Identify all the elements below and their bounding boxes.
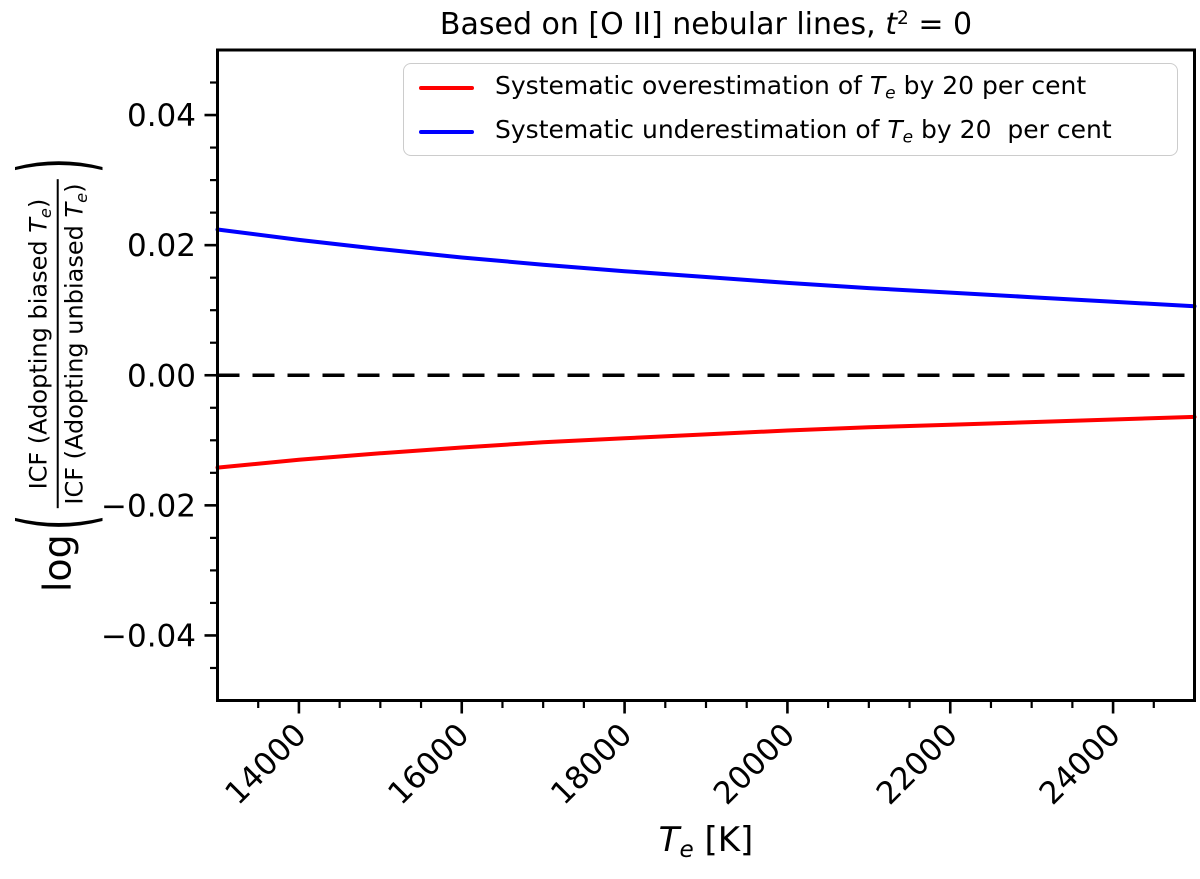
x-tick-label: 14000 xyxy=(218,717,313,812)
y-label-denominator: ICF (Adopting unbiased Te) xyxy=(59,179,92,508)
y-label-den-sub: e xyxy=(72,192,92,203)
series-line-red xyxy=(215,414,1197,470)
x-label-post: [K] xyxy=(693,820,754,860)
y-label-numerator: ICF (Adopting biased Te) xyxy=(24,195,57,494)
y-tick-label: 0.00 xyxy=(127,358,196,394)
y-axis-label: log ( ICF (Adopting biased Te) ICF (Adop… xyxy=(2,158,115,593)
y-tick-label: −0.04 xyxy=(101,618,196,654)
y-label-fraction: ICF (Adopting biased Te) ICF (Adopting u… xyxy=(24,179,93,509)
legend-label-sub: e xyxy=(902,127,914,148)
x-tick-label: 16000 xyxy=(381,717,476,812)
x-label-var: T xyxy=(658,820,680,860)
x-tick-label: 18000 xyxy=(544,717,639,812)
x-label-sub: e xyxy=(679,836,694,863)
y-tick-label: 0.04 xyxy=(127,98,196,134)
legend-label: Systematic overestimation of Te by 20 pe… xyxy=(495,71,1086,103)
chart-title-post: = 0 xyxy=(908,7,973,42)
y-label-open-paren: ( xyxy=(1,514,115,531)
legend-item: Systematic overestimation of Te by 20 pe… xyxy=(419,66,1177,110)
y-label-num-post: ) xyxy=(24,198,53,209)
y-tick-label: −0.02 xyxy=(101,488,196,524)
legend-label-sub: e xyxy=(885,83,896,104)
y-label-den-post: ) xyxy=(61,183,89,193)
x-tick-label: 24000 xyxy=(1033,717,1128,812)
legend-label-var: T xyxy=(869,71,886,101)
y-label-den-var: T xyxy=(61,202,89,218)
chart-title-sup: 2 xyxy=(896,7,909,29)
x-axis-label: Te [K] xyxy=(217,820,1195,863)
series-line-blue xyxy=(215,227,1197,309)
y-label-den-text: ICF (Adopting unbiased xyxy=(61,217,89,505)
legend-label-text: Systematic overestimation of xyxy=(495,71,870,101)
legend-line-red xyxy=(419,85,474,90)
legend-label-text: Systematic underestimation of xyxy=(495,115,888,145)
y-label-num-text: ICF (Adopting biased xyxy=(24,232,53,490)
chart-title-text: Based on [O II] nebular lines, xyxy=(439,7,886,42)
legend-line-blue xyxy=(419,129,474,134)
legend-label-var: T xyxy=(887,115,903,145)
legend-label-post: by 20 per cent xyxy=(913,115,1112,145)
y-tick-label: 0.02 xyxy=(127,228,196,264)
legend-item: Systematic underestimation of Te by 20 p… xyxy=(419,110,1177,154)
chart-title: Based on [O II] nebular lines, t2 = 0 xyxy=(217,7,1195,43)
x-tick-label: 22000 xyxy=(870,717,965,812)
y-label-num-var: T xyxy=(24,218,53,233)
x-tick-label: 20000 xyxy=(707,717,802,812)
legend-label-post: by 20 per cent xyxy=(895,71,1087,101)
y-label-close-paren: ) xyxy=(1,157,115,174)
y-label-log: log xyxy=(36,534,80,593)
chart-title-var: t xyxy=(885,7,897,42)
y-label-num-sub: e xyxy=(35,208,55,219)
legend-label: Systematic underestimation of Te by 20 p… xyxy=(495,115,1112,147)
legend: Systematic overestimation of Te by 20 pe… xyxy=(403,63,1178,156)
